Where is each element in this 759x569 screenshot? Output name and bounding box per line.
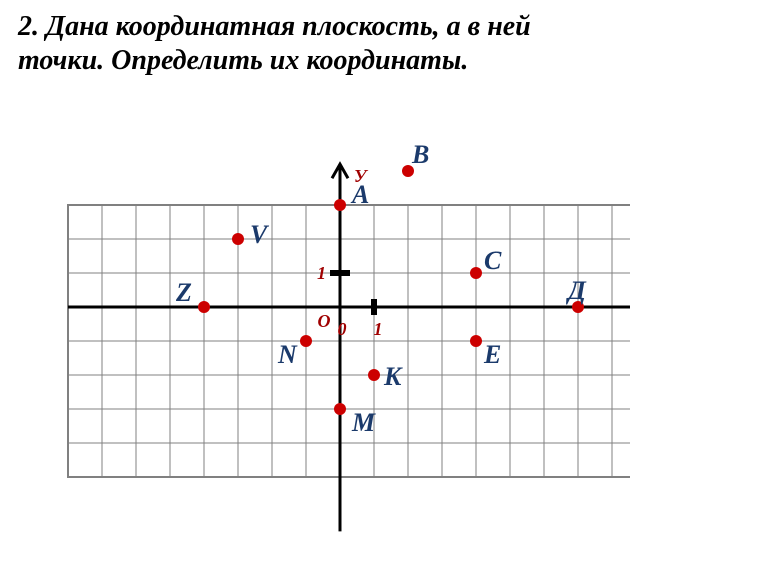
x-tick-label: 1	[374, 319, 383, 339]
points-group: A B V C Z Д N E KM	[175, 140, 587, 437]
grid	[68, 205, 630, 477]
point-V	[232, 233, 244, 245]
point-label-C: C	[484, 246, 502, 275]
point-M	[334, 403, 346, 415]
point-label-N: N	[277, 340, 298, 369]
point-label-B: B	[411, 140, 429, 169]
zero-label: 0	[338, 319, 347, 339]
point-K	[368, 369, 380, 381]
coordinate-plane-svg: УXO101ABVCZДNEKM	[10, 87, 630, 557]
point-label-A: A	[350, 180, 369, 209]
point-label-Z: Z	[175, 278, 192, 307]
task-title: 2. Дана координатная плоскость, а в ней …	[10, 10, 749, 77]
point-label-V: V	[250, 220, 270, 249]
point-A	[334, 199, 346, 211]
point-N	[300, 335, 312, 347]
point-E	[470, 335, 482, 347]
point-label-K: K	[383, 362, 403, 391]
y-tick-label: 1	[317, 263, 326, 283]
title-line-1: 2. Дана координатная плоскость, а в ней	[18, 11, 531, 42]
origin-label: O	[318, 311, 331, 331]
point-label-M: M	[351, 408, 376, 437]
point-label-Д: Д	[566, 276, 587, 305]
point-label-E: E	[483, 340, 501, 369]
point-Z	[198, 301, 210, 313]
title-line-2: точки. Определить их координаты.	[18, 45, 468, 76]
point-C	[470, 267, 482, 279]
coordinate-plane-chart: УXO101ABVCZДNEKM	[10, 87, 749, 557]
